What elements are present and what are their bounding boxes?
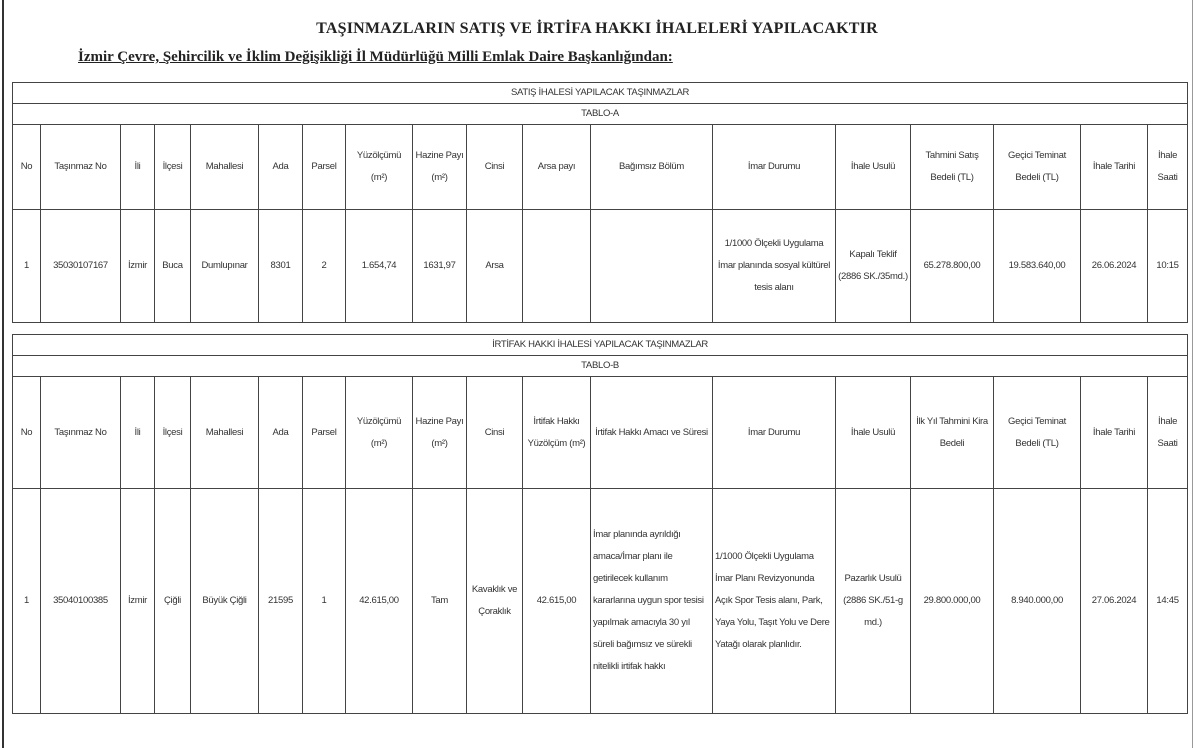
cell-gecici-teminat: 8.940.000,00: [993, 488, 1081, 714]
header-mahalle: Mahallesi: [190, 124, 259, 210]
header-cinsi: Cinsi: [466, 376, 523, 489]
cell-no: 1: [12, 209, 41, 323]
cell-ihale-saati: 14:45: [1146, 488, 1189, 714]
header-ilce: İlçesi: [154, 124, 191, 210]
cell-imar-durumu: 1/1000 Ölçekli Uygulama İmar Planı Reviz…: [712, 488, 836, 714]
cell-ihale-usulu: Pazarlık Usulü (2886 SK./51-g md.): [835, 488, 911, 714]
header-imar-durumu: İmar Durumu: [712, 124, 836, 210]
header-no: No: [12, 124, 41, 210]
cell-cinsi: Kavaklık ve Çoraklık: [466, 488, 523, 714]
header-tasinmaz-no: Taşınmaz No: [40, 376, 121, 489]
header-cinsi: Cinsi: [466, 124, 523, 210]
header-gecici-teminat: Geçici Teminat Bedeli (TL): [993, 124, 1081, 210]
header-row: No Taşınmaz No İli İlçesi Mahallesi Ada Parsel…: [12, 376, 1189, 489]
header-bedel: Tahmini Satış Bedeli (TL): [910, 124, 994, 210]
header-ilce: İlçesi: [154, 376, 191, 489]
section-heading: İRTİFAK HAKKI İHALESİ YAPILACAK TAŞINMAZ…: [11, 334, 1189, 356]
header-ihale-saati: İhale Saati: [1146, 124, 1189, 210]
cell-mahalle: Dumlupınar: [190, 209, 259, 323]
header-col-11: Arsa payı: [522, 124, 591, 210]
header-ihale-saati: İhale Saati: [1146, 376, 1189, 489]
header-col-11: İrtifak Hakkı Yüzölçüm (m²): [522, 376, 591, 489]
cell-ada: 21595: [258, 488, 303, 714]
cell-parsel: 2: [302, 209, 346, 323]
header-ihale-tarihi: İhale Tarihi: [1080, 376, 1148, 489]
header-bedel: İlk Yıl Tahmini Kira Bedeli: [910, 376, 994, 489]
header-hazine-payi: Hazine Payı (m²): [412, 124, 467, 210]
header-col-12: Bağımsız Bölüm: [590, 124, 713, 210]
cell-hazine-payi: Tam: [412, 488, 467, 714]
header-gecici-teminat: Geçici Teminat Bedeli (TL): [993, 376, 1081, 489]
cell-tasinmaz-no: 35040100385: [40, 488, 121, 714]
cell-yuzolcum: 42.615,00: [345, 488, 413, 714]
header-ada: Ada: [258, 376, 303, 489]
table-a: SATIŞ İHALESİ YAPILACAK TAŞINMAZLAR TABLO…: [11, 82, 1189, 323]
cell-col-12: İmar planında ayrıldığı amaca/İmar planı…: [590, 488, 713, 714]
cell-mahalle: Büyük Çiğli: [190, 488, 259, 714]
header-hazine-payi: Hazine Payı (m²): [412, 376, 467, 489]
cell-ada: 8301: [258, 209, 303, 323]
cell-col-11: [522, 209, 591, 323]
table-b: İRTİFAK HAKKI İHALESİ YAPILACAK TAŞINMAZ…: [11, 334, 1189, 714]
cell-hazine-payi: 1631,97: [412, 209, 467, 323]
cell-bedel: 65.278.800,00: [910, 209, 994, 323]
header-ada: Ada: [258, 124, 303, 210]
table-label: TABLO-A: [11, 103, 1189, 125]
header-ihale-usulu: İhale Usulü: [835, 124, 911, 210]
header-no: No: [12, 376, 41, 489]
cell-gecici-teminat: 19.583.640,00: [993, 209, 1081, 323]
cell-il: İzmir: [120, 488, 155, 714]
cell-ihale-tarihi: 26.06.2024: [1080, 209, 1148, 323]
table-row: 1 35040100385 İzmir Çiğli Büyük Çiğli 21595 1 4…: [12, 488, 1189, 714]
cell-imar-durumu: 1/1000 Ölçekli Uygulama İmar planında so…: [712, 209, 836, 323]
announcement-subtitle: İzmir Çevre, Şehircilik ve İklim Değişik…: [78, 49, 673, 65]
cell-cinsi: Arsa: [466, 209, 523, 323]
header-row: No Taşınmaz No İli İlçesi Mahallesi Ada Parsel…: [12, 124, 1189, 210]
cell-col-11: 42.615,00: [522, 488, 591, 714]
header-col-12: İrtifak Hakkı Amacı ve Süresi: [590, 376, 713, 489]
header-mahalle: Mahallesi: [190, 376, 259, 489]
table-row: 1 35030107167 İzmir Buca Dumlupınar 8301 2 1.65…: [12, 209, 1189, 323]
cell-parsel: 1: [302, 488, 346, 714]
header-parsel: Parsel: [302, 376, 346, 489]
cell-yuzolcum: 1.654,74: [345, 209, 413, 323]
cell-no: 1: [12, 488, 41, 714]
table-label: TABLO-B: [11, 355, 1189, 377]
cell-tasinmaz-no: 35030107167: [40, 209, 121, 323]
header-parsel: Parsel: [302, 124, 346, 210]
section-heading: SATIŞ İHALESİ YAPILACAK TAŞINMAZLAR: [11, 82, 1189, 104]
header-tasinmaz-no: Taşınmaz No: [40, 124, 121, 210]
cell-ilce: Çiğli: [154, 488, 191, 714]
header-yuzolcum: Yüzölçümü (m²): [345, 376, 413, 489]
announcement-title: TAŞINMAZLARIN SATIŞ VE İRTİFA HAKKI İHAL…: [316, 20, 878, 37]
header-imar-durumu: İmar Durumu: [712, 376, 836, 489]
cell-bedel: 29.800.000,00: [910, 488, 994, 714]
header-yuzolcum: Yüzölçümü (m²): [345, 124, 413, 210]
header-ihale-usulu: İhale Usulü: [835, 376, 911, 489]
cell-col-12: [590, 209, 713, 323]
cell-il: İzmir: [120, 209, 155, 323]
header-il: İli: [120, 124, 155, 210]
cell-ihale-usulu: Kapalı Teklif (2886 SK./35md.): [835, 209, 911, 323]
cell-ihale-tarihi: 27.06.2024: [1080, 488, 1148, 714]
cell-ihale-saati: 10:15: [1146, 209, 1189, 323]
header-ihale-tarihi: İhale Tarihi: [1080, 124, 1148, 210]
cell-ilce: Buca: [154, 209, 191, 323]
header-il: İli: [120, 376, 155, 489]
